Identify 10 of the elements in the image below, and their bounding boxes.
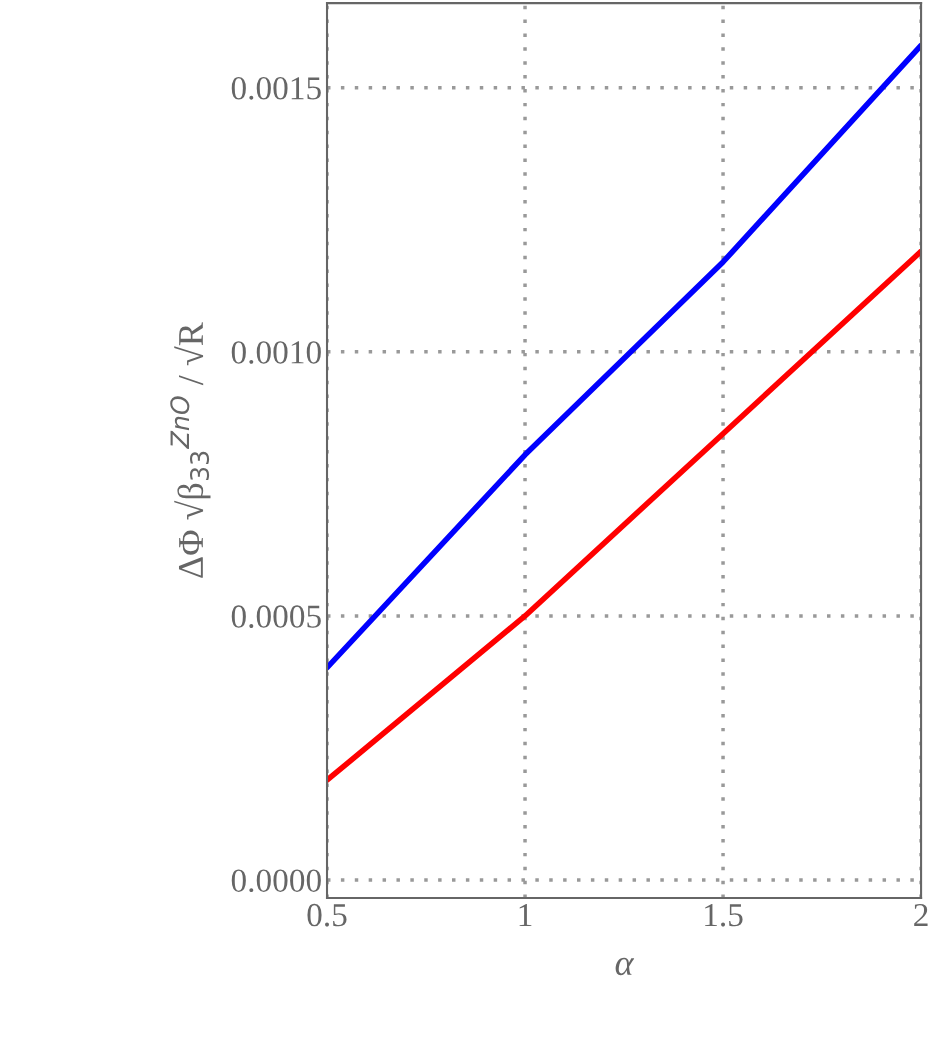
y-tick-label: 0.0000 bbox=[231, 869, 321, 893]
x-tick-label: 0.5 bbox=[307, 903, 347, 927]
y-axis-title: ΔΦ √β$_{33}$$^{ZnO}$ / √R bbox=[170, 322, 211, 578]
y-tick-label: 0.0010 bbox=[231, 341, 321, 364]
y-tick-label: 0.0015 bbox=[231, 77, 321, 100]
x-axis-title: α bbox=[615, 957, 635, 976]
x-tick-label: 1.5 bbox=[705, 904, 743, 927]
y-tick-label: 0.0005 bbox=[231, 605, 321, 628]
x-tick-label: 2 bbox=[914, 903, 928, 927]
x-tick-label: 1 bbox=[519, 904, 532, 927]
